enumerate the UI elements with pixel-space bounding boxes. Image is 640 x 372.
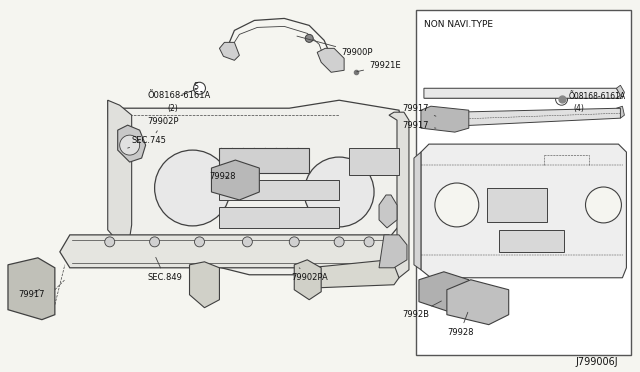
Text: 79917: 79917 xyxy=(403,104,436,116)
Text: 79902PA: 79902PA xyxy=(291,268,328,282)
Polygon shape xyxy=(616,106,625,118)
Polygon shape xyxy=(309,260,399,288)
Polygon shape xyxy=(220,148,309,173)
Circle shape xyxy=(364,237,374,247)
Polygon shape xyxy=(424,88,620,98)
Circle shape xyxy=(105,237,115,247)
Polygon shape xyxy=(8,258,55,320)
Polygon shape xyxy=(414,152,421,270)
Circle shape xyxy=(304,157,374,227)
Polygon shape xyxy=(317,48,344,72)
Text: NON NAVI.TYPE: NON NAVI.TYPE xyxy=(424,20,493,29)
Circle shape xyxy=(193,82,205,94)
Text: 79917: 79917 xyxy=(19,289,45,299)
Text: 79928: 79928 xyxy=(447,312,474,337)
Text: 79900P: 79900P xyxy=(297,36,372,57)
Circle shape xyxy=(435,183,479,227)
Polygon shape xyxy=(421,144,627,278)
Circle shape xyxy=(120,135,140,155)
Polygon shape xyxy=(118,125,146,162)
Circle shape xyxy=(243,237,252,247)
Polygon shape xyxy=(108,100,132,238)
Polygon shape xyxy=(189,262,220,308)
Polygon shape xyxy=(108,100,404,275)
Polygon shape xyxy=(220,42,239,60)
Circle shape xyxy=(195,237,204,247)
Polygon shape xyxy=(211,160,259,200)
Polygon shape xyxy=(616,85,625,98)
Text: (2): (2) xyxy=(168,104,179,113)
Text: 79928: 79928 xyxy=(209,171,236,180)
Circle shape xyxy=(305,34,313,42)
Text: 79921E: 79921E xyxy=(357,61,401,72)
Polygon shape xyxy=(487,188,547,222)
Polygon shape xyxy=(349,148,399,175)
Polygon shape xyxy=(421,106,469,132)
Polygon shape xyxy=(447,280,509,325)
Circle shape xyxy=(150,237,159,247)
Text: SEC.849: SEC.849 xyxy=(148,257,182,282)
Polygon shape xyxy=(454,108,620,126)
Text: 79902P: 79902P xyxy=(148,117,179,133)
Text: SEC.745: SEC.745 xyxy=(127,136,166,148)
Circle shape xyxy=(586,187,621,223)
Polygon shape xyxy=(389,112,409,278)
Text: J799006J: J799006J xyxy=(576,356,618,366)
Text: Õ08168-6161A: Õ08168-6161A xyxy=(148,89,211,100)
Polygon shape xyxy=(419,272,469,312)
Polygon shape xyxy=(220,207,339,228)
Text: Õ08168-6161A: Õ08168-6161A xyxy=(568,92,626,101)
Text: (4): (4) xyxy=(573,104,584,113)
Bar xyxy=(416,10,632,355)
Text: 7992B: 7992B xyxy=(402,301,442,319)
Circle shape xyxy=(155,150,230,226)
Polygon shape xyxy=(379,195,397,228)
Polygon shape xyxy=(220,180,339,200)
Polygon shape xyxy=(294,260,321,300)
Polygon shape xyxy=(499,230,564,252)
Text: S: S xyxy=(193,82,198,91)
Polygon shape xyxy=(60,235,399,268)
Text: 79917: 79917 xyxy=(403,121,436,130)
Polygon shape xyxy=(379,235,407,268)
Circle shape xyxy=(289,237,300,247)
Circle shape xyxy=(334,237,344,247)
